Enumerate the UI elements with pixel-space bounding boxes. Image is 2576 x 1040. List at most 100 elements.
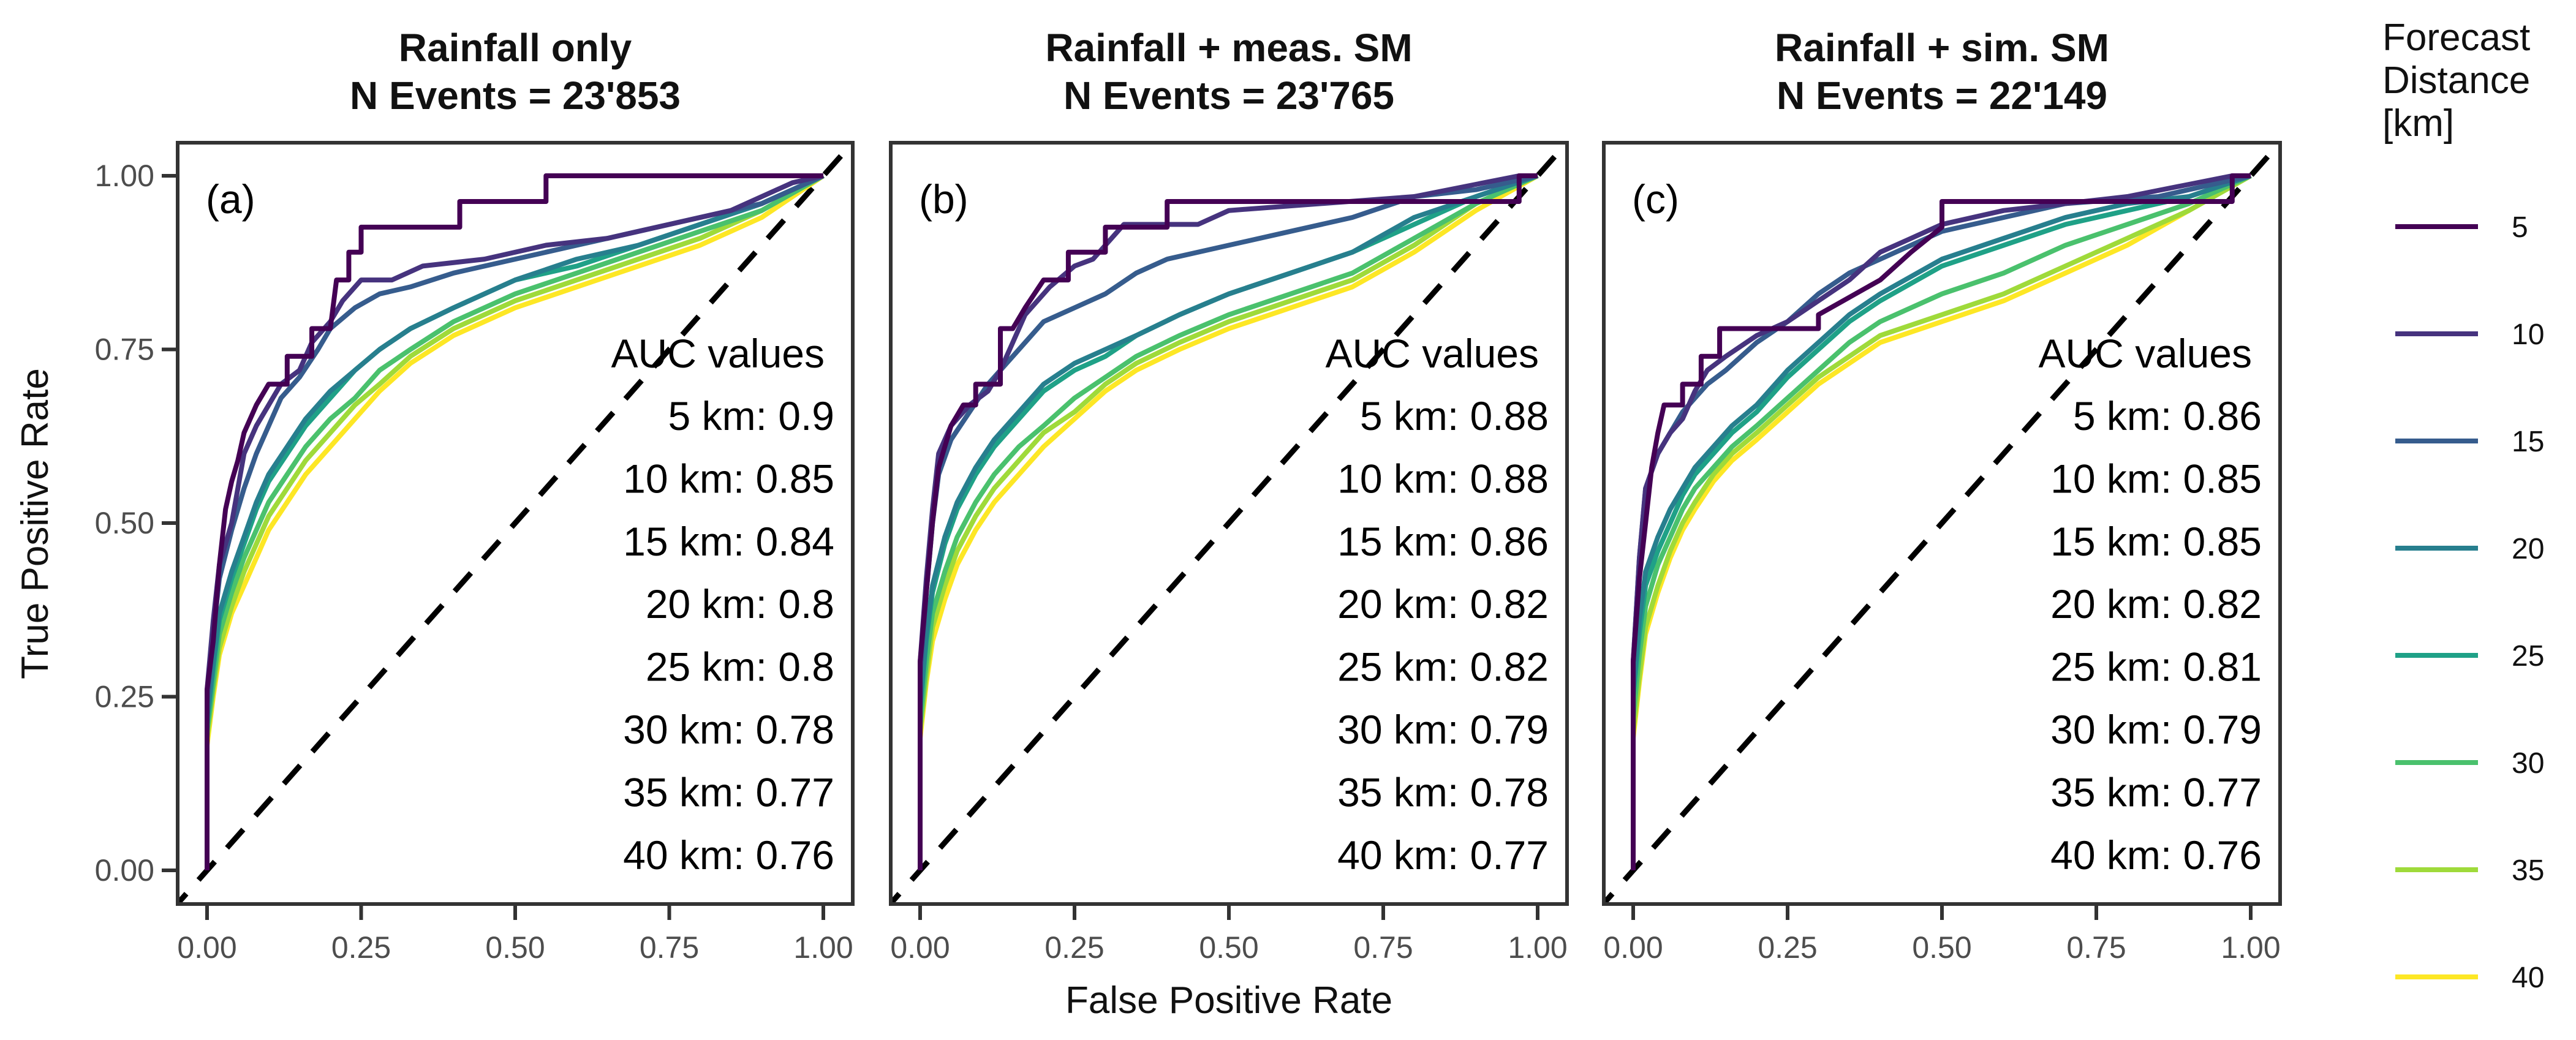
legend-item-15km: 15 [2395,426,2544,458]
panel-b: Rainfall + meas. SMN Events = 23'765 (b) A… [889,26,1569,965]
legend-label: 25 [2512,640,2544,673]
y-tick-label: 0.50 [95,506,154,540]
x-axis-title: False Positive Rate [1065,979,1392,1022]
auc-label: 15 km: 0.86 [1337,519,1549,564]
x-tick-label: 0.75 [640,930,699,965]
legend-title-line-3: [km] [2382,102,2454,145]
panel-title: Rainfall only [399,26,632,70]
auc-label: 30 km: 0.79 [2050,707,2262,752]
auc-label: 20 km: 0.8 [646,581,834,627]
panel-subtitle: N Events = 23'765 [1063,73,1394,118]
legend-item-10km: 10 [2395,318,2544,351]
auc-label: 10 km: 0.85 [623,456,834,501]
roc-curve-20km [918,173,1539,870]
auc-label: 30 km: 0.78 [623,707,834,752]
roc-curve-10km [205,173,824,870]
y-tick-label: 0.75 [95,333,154,367]
legend-label: 5 [2512,211,2528,244]
auc-label: 35 km: 0.77 [2050,769,2262,815]
auc-title: AUC values [2039,331,2252,376]
auc-label: 15 km: 0.84 [623,519,834,564]
legend-item-40km: 40 [2395,962,2544,994]
x-tick-label: 1.00 [1508,930,1567,965]
panel-border [176,141,855,906]
auc-label: 40 km: 0.77 [1337,832,1549,878]
auc-title: AUC values [1326,331,1539,376]
roc-curve-5km [918,173,1538,870]
x-tick-label: 0.00 [890,930,950,965]
x-tick-label: 0.25 [1758,930,1817,965]
legend-title-line-2: Distance [2382,59,2530,102]
legend-item-5km: 5 [2395,211,2528,244]
roc-curve-35km [205,173,825,870]
legend-label: 35 [2512,854,2544,887]
legend-item-30km: 30 [2395,747,2544,780]
y-axis-title: True Positive Rate [14,368,56,679]
roc-curve-40km [918,173,1539,870]
diagonal-reference-line [1604,143,2280,904]
diagonal-reference-line [891,143,1567,904]
x-tick-label: 0.75 [2066,930,2126,965]
x-tick-label: 0.50 [1199,930,1258,965]
roc-curve-20km [1631,173,2252,870]
legend-title-line-1: Forecast [2382,17,2530,59]
roc-curve-5km [205,173,823,870]
panel-subtitle: N Events = 22'149 [1777,73,2107,118]
auc-label: 15 km: 0.85 [2050,519,2262,564]
legend-label: 40 [2512,962,2544,994]
x-tick-label: 0.25 [331,930,391,965]
y-tick-label: 0.00 [95,853,154,887]
auc-label: 30 km: 0.79 [1337,707,1549,752]
legend-item-35km: 35 [2395,854,2544,887]
roc-curve-20km [205,173,825,870]
x-tick-label: 0.50 [1912,930,1971,965]
auc-label: 35 km: 0.78 [1337,769,1549,815]
roc-curve-35km [918,173,1539,870]
panel-tag: (a) [206,176,255,222]
roc-curve-25km [1631,173,2252,870]
panel-title: Rainfall + sim. SM [1775,26,2109,70]
x-tick-label: 0.00 [1603,930,1663,965]
auc-label: 40 km: 0.76 [623,832,834,878]
roc-curve-30km [918,173,1539,870]
legend-item-20km: 20 [2395,533,2544,565]
auc-label: 20 km: 0.82 [1337,581,1549,627]
legend-label: 15 [2512,426,2544,458]
x-tick-label: 1.00 [793,930,853,965]
auc-label: 40 km: 0.76 [2050,832,2262,878]
auc-label: 25 km: 0.81 [2050,644,2262,690]
legend-label: 10 [2512,318,2544,351]
legend-label: 20 [2512,533,2544,565]
roc-curve-5km [1631,173,2251,870]
auc-label: 20 km: 0.82 [2050,581,2262,627]
panel-subtitle: N Events = 23'853 [350,73,681,118]
auc-label: 10 km: 0.88 [1337,456,1549,501]
auc-label: 5 km: 0.88 [1360,393,1549,439]
panel-tag: (b) [919,176,969,222]
legend-label: 30 [2512,747,2544,780]
auc-label: 5 km: 0.86 [2073,393,2262,439]
x-tick-label: 1.00 [2221,930,2280,965]
y-tick-label: 1.00 [95,159,154,193]
panel-c: Rainfall + sim. SMN Events = 22'149 (c) AU… [1602,26,2282,965]
y-tick-label: 0.25 [95,680,154,714]
auc-title: AUC values [611,331,825,376]
panel-tag: (c) [1632,176,1679,222]
auc-label: 5 km: 0.9 [668,393,834,439]
panel-border [1602,141,2282,906]
x-tick-label: 0.50 [485,930,545,965]
x-tick-label: 0.75 [1353,930,1413,965]
diagonal-reference-line [178,143,853,904]
legend-item-25km: 25 [2395,640,2544,673]
panel-title: Rainfall + meas. SM [1045,26,1412,70]
x-tick-label: 0.00 [177,930,236,965]
roc-curve-35km [1631,173,2252,870]
auc-label: 25 km: 0.8 [646,644,834,690]
auc-label: 25 km: 0.82 [1337,644,1549,690]
roc-curve-30km [205,173,825,870]
auc-label: 10 km: 0.85 [2050,456,2262,501]
roc-curve-30km [1631,173,2252,870]
panel-border [889,141,1569,906]
